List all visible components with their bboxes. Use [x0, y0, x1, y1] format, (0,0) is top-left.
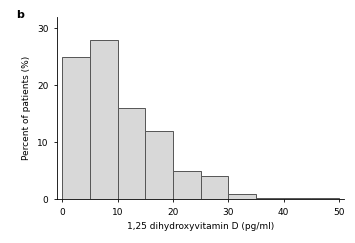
Text: b: b: [17, 10, 24, 20]
Bar: [145, 131, 173, 199]
X-axis label: 1,25 dihydroxyvitamin D (pg/ml): 1,25 dihydroxyvitamin D (pg/ml): [127, 222, 274, 231]
Bar: [228, 194, 256, 199]
Y-axis label: Percent of patients (%): Percent of patients (%): [22, 56, 31, 160]
Bar: [201, 176, 228, 199]
Bar: [90, 40, 118, 199]
Bar: [284, 198, 311, 199]
Bar: [173, 171, 201, 199]
Bar: [256, 198, 284, 199]
Bar: [62, 57, 90, 199]
Bar: [118, 108, 145, 199]
Bar: [311, 198, 339, 199]
